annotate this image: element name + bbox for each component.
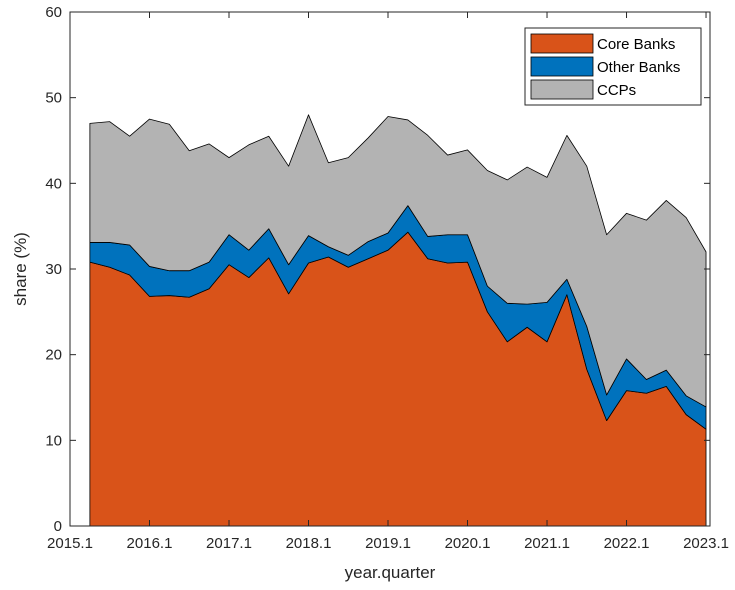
- x-tick-label: 2018.1: [286, 535, 332, 552]
- x-tick-label: 2016.1: [127, 535, 173, 552]
- y-tick-label: 50: [45, 90, 62, 107]
- y-tick-label: 40: [45, 175, 62, 192]
- legend-swatch: [530, 79, 594, 100]
- y-tick-label: 0: [54, 518, 62, 535]
- x-axis-label: year.quarter: [345, 563, 436, 582]
- x-tick-label: 2015.1: [47, 535, 93, 552]
- area-ccps: [89, 114, 707, 408]
- legend-swatch: [530, 33, 594, 54]
- legend-label: Other Banks: [597, 59, 680, 76]
- x-tick-label: 2017.1: [206, 535, 252, 552]
- y-axis-ticks: 0 10 20 30 40 50 60: [45, 4, 710, 535]
- legend: Core Banks Other Banks CCPs: [524, 27, 702, 106]
- y-axis-label: share (%): [11, 232, 30, 306]
- legend-label: Core Banks: [597, 36, 675, 53]
- legend-swatch: [530, 56, 594, 77]
- x-axis-ticks: 2015.1 2016.1 2017.1 2018.1 2019.1 2020.1 2021…: [47, 12, 729, 552]
- y-tick-label: 10: [45, 432, 62, 449]
- x-tick-label: 2023.1: [683, 535, 729, 552]
- x-tick-label: 2022.1: [604, 535, 650, 552]
- y-tick-label: 60: [45, 4, 62, 21]
- y-tick-label: 20: [45, 347, 62, 364]
- legend-label: CCPs: [597, 82, 636, 99]
- x-tick-label: 2020.1: [445, 535, 491, 552]
- x-tick-label: 2019.1: [365, 535, 411, 552]
- y-tick-label: 30: [45, 261, 62, 278]
- x-tick-label: 2021.1: [524, 535, 570, 552]
